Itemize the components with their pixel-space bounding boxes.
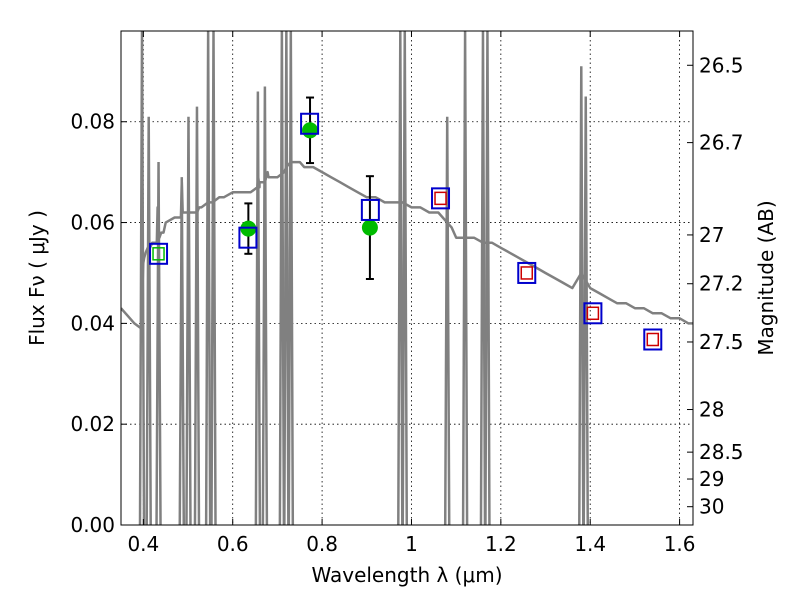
observed-point (302, 122, 319, 139)
mag-tick-label: 27 (699, 223, 724, 247)
y-tick-label: 0.00 (70, 513, 115, 537)
emission-line (479, 31, 487, 525)
x-tick-label: 1.4 (574, 532, 606, 556)
observed-point (361, 219, 378, 236)
y2-axis-label: Magnitude (AB) (754, 200, 778, 355)
emission-line (582, 96, 589, 525)
emission-line (401, 31, 409, 525)
model-flux-box (431, 187, 451, 210)
emission-line (178, 177, 186, 525)
x-tick-label: 0.4 (127, 532, 159, 556)
ticks: 0.4 0.6 0.8 1 1.2 1.4 1.6 0.00 0.02 0.04 0.06 0.08 2… (70, 31, 744, 556)
emission-line (261, 86, 269, 525)
mag-tick-label: 29 (699, 467, 724, 491)
x-axis-label: Wavelength λ (μm) (311, 563, 502, 587)
emission-line (138, 31, 146, 525)
model-flux-box (238, 226, 258, 249)
x-tick-label: 0.8 (306, 532, 338, 556)
emission-line (443, 116, 451, 525)
emission-line (210, 31, 217, 525)
model-flux-box (583, 302, 603, 325)
emission-line (578, 66, 585, 525)
marker-layer (149, 96, 663, 351)
emission-line (461, 31, 469, 525)
emission-line (397, 31, 404, 525)
y-tick-label: 0.08 (70, 110, 115, 134)
plot-frame (120, 30, 694, 526)
inner-flux-box (152, 247, 165, 261)
x-tick-label: 1.6 (664, 532, 696, 556)
mag-tick-label: 28 (699, 398, 724, 422)
emission-line (193, 106, 201, 525)
series-layer (121, 31, 693, 525)
y-tick-label: 0.04 (70, 311, 115, 335)
x-tick-label: 1.2 (485, 532, 517, 556)
y-axis-label: Flux Fν ( μJy ) (25, 210, 49, 346)
y-tick-label: 0.06 (70, 211, 115, 235)
emission-line (185, 116, 192, 525)
inner-flux-box (434, 191, 447, 206)
inner-flux-box (586, 306, 600, 321)
mag-tick-label: 28.5 (699, 440, 744, 464)
emission-line (204, 31, 212, 525)
model-flux-box (517, 261, 537, 284)
y-tick-label: 0.02 (70, 412, 115, 436)
emission-line (278, 31, 286, 525)
emission-line (484, 31, 491, 525)
x-tick-label: 0.6 (217, 532, 249, 556)
emission-line (145, 116, 152, 525)
emission-line (283, 31, 290, 525)
inner-flux-box (520, 266, 534, 280)
model-flux-box (643, 328, 663, 351)
mag-tick-label: 27.5 (699, 330, 744, 354)
mag-tick-label: 26.7 (699, 131, 744, 155)
mag-tick-label: 26.5 (699, 53, 744, 77)
emission-line (254, 91, 262, 525)
emission-line (287, 31, 295, 525)
mag-tick-label: 30 (699, 495, 724, 519)
model-flux-box (300, 112, 320, 135)
mag-tick-label: 27.2 (699, 272, 744, 296)
model-flux-box (149, 242, 169, 265)
inner-flux-box (646, 332, 660, 347)
emission-line (155, 162, 162, 525)
x-tick-label: 1 (405, 532, 418, 556)
model-flux-box (360, 198, 380, 221)
